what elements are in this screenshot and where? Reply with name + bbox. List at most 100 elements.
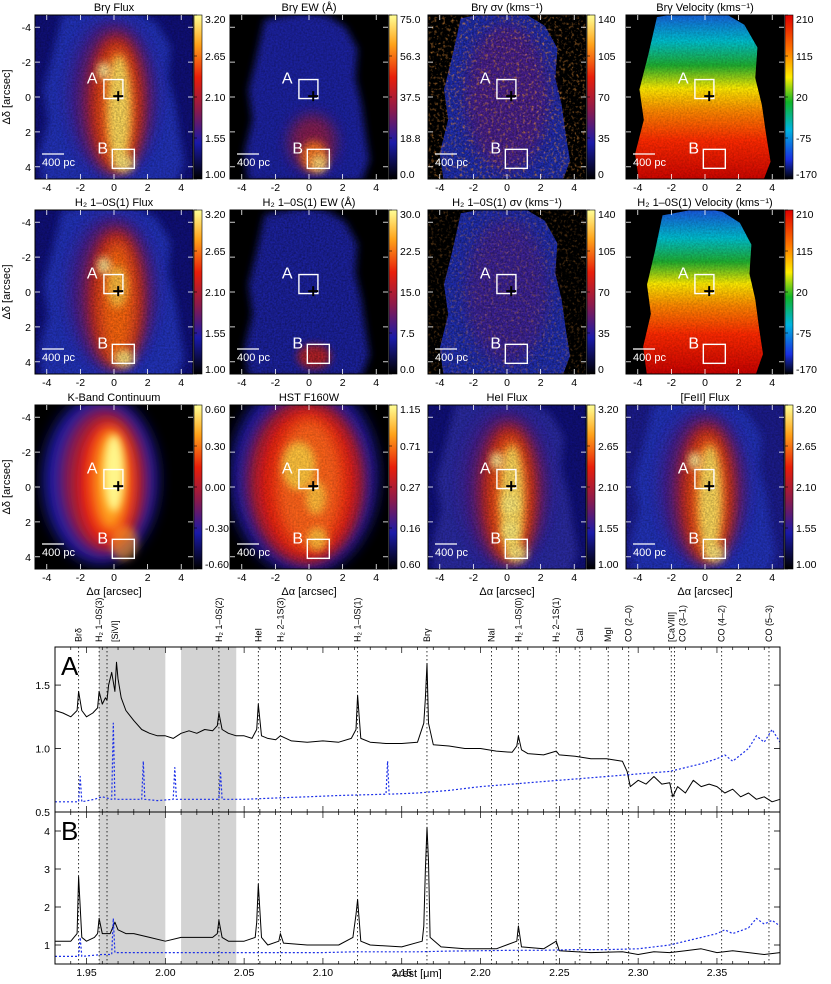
region-a-label: A [480, 71, 491, 88]
y-tick-label: 1 [44, 940, 50, 952]
region-b-box [111, 148, 136, 170]
colorbar-tick-label: 75.0 [400, 14, 421, 26]
x-tick-label: 4 [571, 572, 577, 584]
spectrum-series-line [55, 722, 781, 803]
x-tick-label: 2.30 [628, 967, 649, 979]
colorbar-tick-label: 30.0 [400, 209, 421, 221]
colorbar-tick-label: 2.10 [598, 482, 619, 494]
region-a-label: A [678, 461, 689, 478]
map-panel: Brγ Velocity (kms⁻¹) 210 115 20 -75 -170 -4 -2 0… [625, 2, 817, 194]
colorbar-tick-label: -0.30 [205, 523, 229, 535]
colorbar-tick-label: 15.0 [400, 287, 421, 299]
x-tick-label: 2 [538, 182, 544, 194]
colorbar-tick-label: 0.60 [400, 559, 421, 571]
panel-title: HST F160W [279, 392, 340, 404]
scale-bar-label: 400 pc [42, 157, 76, 169]
x-tick-label: 2.10 [313, 967, 334, 979]
y-axis-label: Δδ [arcsec] [1, 459, 13, 514]
scale-bar-label: 400 pc [237, 352, 271, 364]
x-tick-label: 2 [145, 572, 151, 584]
region-b-label: B [292, 530, 303, 547]
x-tick-label: 2.00 [155, 967, 176, 979]
colorbar-tick-label: 70 [598, 92, 610, 104]
y-tick-label: 4 [25, 357, 31, 369]
y-axis-label: Δδ [arcsec] [1, 69, 13, 124]
region-b-label: B [688, 530, 699, 547]
x-tick-label: 0 [702, 572, 708, 584]
region-a-label: A [282, 266, 293, 283]
line-label: CO (5–3) [764, 605, 774, 642]
region-b-box [306, 538, 331, 560]
line-label: [CaVIII] [666, 612, 676, 642]
y-tick-label: -2 [22, 57, 31, 69]
line-label: H₂ 1–0S(1) [353, 597, 363, 642]
x-tick-label: -2 [271, 572, 280, 584]
x-tick-label: 2 [538, 377, 544, 389]
map-panel: HeI Flux 3.20 2.65 2.10 1.55 1.00 -4 -2 0 2 4 Δα [a… [427, 392, 619, 598]
x-tick-label: -4 [42, 572, 51, 584]
line-label: NaI [487, 628, 497, 642]
spectrum-series-line [55, 826, 781, 955]
scale-bar-label: 400 pc [42, 547, 76, 559]
colorbar-tick-label: 140 [598, 14, 616, 26]
line-label: [SiVI] [110, 620, 120, 642]
map-grid: Brγ Flux3.202.652.101.551.00-44-22002-24… [1, 1, 817, 598]
map-panel: H₂ 1–0S(1) σv (kms⁻¹) 140 105 70 35 0 -4 -2 0 2 4 A… [427, 197, 616, 389]
x-tick-label: 2 [538, 572, 544, 584]
x-tick-label: 0 [306, 572, 312, 584]
x-tick-label: -4 [435, 572, 444, 584]
colorbar-tick-label: 0.60 [205, 404, 226, 416]
region-a-label: A [282, 71, 293, 88]
x-tick-label: 2 [736, 377, 742, 389]
x-axis-label: Δα [arcsec] [86, 586, 141, 598]
colorbar-tick-label: 22.5 [400, 246, 421, 258]
y-tick-label: 0 [25, 287, 31, 299]
x-tick-label: 0 [111, 182, 117, 194]
region-a-label: A [87, 71, 98, 88]
colorbar-tick-label: 20 [796, 92, 808, 104]
panel-title: H₂ 1–0S(1) σv (kms⁻¹) [452, 197, 562, 209]
x-axis-label: Δα [arcsec] [677, 586, 732, 598]
x-tick-label: 0 [504, 572, 510, 584]
x-tick-label: 2 [145, 182, 151, 194]
colorbar-tick-label: 1.00 [205, 169, 226, 181]
x-axis-label: λrest [μm] [393, 968, 442, 979]
region-b-box [111, 538, 136, 560]
x-tick-label: 4 [571, 377, 577, 389]
x-tick-label: 0 [702, 377, 708, 389]
x-tick-label: 0 [504, 182, 510, 194]
colorbar-tick-label: 0.30 [205, 441, 226, 453]
region-b-label: B [490, 335, 501, 352]
region-a-box [694, 468, 715, 490]
x-tick-label: 0 [702, 182, 708, 194]
y-tick-label: 4 [44, 826, 50, 838]
colorbar-tick-label: 1.00 [205, 364, 226, 376]
x-tick-label: -4 [435, 182, 444, 194]
x-tick-label: -4 [237, 572, 246, 584]
line-label: HeI [253, 628, 263, 642]
colorbar-tick-label: 20 [796, 287, 808, 299]
y-tick-label: 4 [25, 552, 31, 564]
y-tick-label: 2 [44, 902, 50, 914]
colorbar-tick-label: 37.5 [400, 92, 421, 104]
region-b-box [504, 148, 529, 170]
x-tick-label: -4 [633, 572, 642, 584]
colorbar-tick-label: 56.3 [400, 51, 421, 63]
line-label: CaI [575, 628, 585, 642]
colorbar-tick-label: 1.00 [598, 559, 619, 571]
colorbar-tick-label: -75 [796, 328, 811, 340]
x-tick-label: 0 [111, 377, 117, 389]
line-label: CO (2–0) [624, 605, 634, 642]
map-panel: H₂ 1–0S(1) Velocity (kms⁻¹)21011520-75-1… [625, 197, 817, 389]
colorbar-tick-label: 2.65 [205, 51, 226, 63]
region-a-box [103, 78, 124, 100]
panel-title: H₂ 1–0S(1) EW (Å) [263, 196, 356, 209]
y-tick-label: 4 [25, 162, 31, 174]
line-label: CO (3–1) [677, 605, 687, 642]
x-tick-label: -2 [469, 572, 478, 584]
y-tick-label: -4 [22, 22, 31, 34]
spectrum-panel: 1 2 3 4 B [44, 811, 781, 965]
region-b-label: B [292, 140, 303, 157]
colorbar-tick-label: 70 [598, 287, 610, 299]
